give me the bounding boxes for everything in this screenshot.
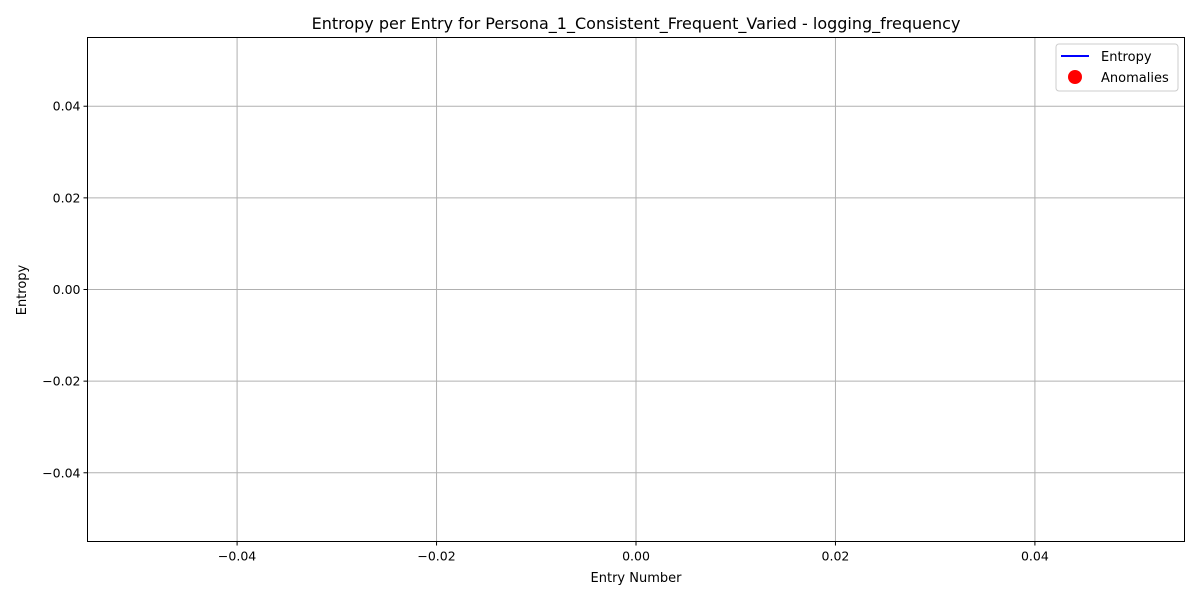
y-tick-label: 0.00 (53, 282, 81, 297)
y-tick-label: −0.04 (42, 465, 80, 480)
y-tick-label: −0.02 (42, 374, 80, 389)
legend-label-entropy: Entropy (1101, 50, 1152, 65)
x-tick-label: 0.04 (1021, 549, 1049, 564)
y-axis-ticks: −0.04 −0.02 0.00 0.02 0.04 (42, 99, 88, 480)
grid-layer (87, 37, 1185, 542)
x-tick-label: 0.00 (622, 549, 650, 564)
y-tick-label: 0.04 (53, 99, 81, 114)
x-tick-label: −0.02 (417, 549, 455, 564)
legend-label-anomalies: Anomalies (1101, 71, 1169, 86)
x-axis-ticks: −0.04 −0.02 0.00 0.02 0.04 (218, 541, 1049, 564)
chart-title: Entropy per Entry for Persona_1_Consiste… (312, 14, 961, 34)
x-axis-label: Entry Number (591, 571, 683, 586)
x-tick-label: 0.02 (822, 549, 850, 564)
y-tick-label: 0.02 (53, 190, 81, 205)
legend: Entropy Anomalies (1055, 43, 1179, 92)
x-tick-label: −0.04 (218, 549, 256, 564)
legend-marker-swatch (1068, 70, 1082, 84)
y-axis-label: Entropy (15, 264, 30, 315)
